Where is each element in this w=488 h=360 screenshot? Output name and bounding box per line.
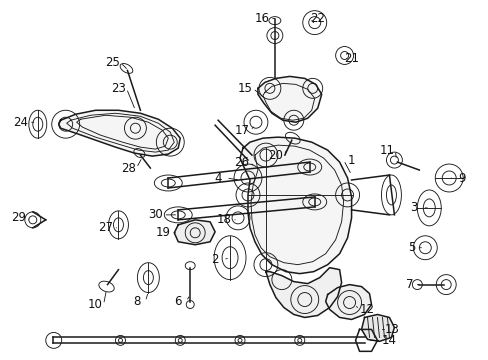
Text: 22: 22 — [309, 12, 325, 25]
Text: 14: 14 — [381, 334, 396, 347]
Text: 28: 28 — [121, 162, 136, 175]
Polygon shape — [265, 268, 341, 318]
Text: 23: 23 — [111, 82, 126, 95]
Polygon shape — [240, 137, 351, 274]
Text: 15: 15 — [237, 82, 252, 95]
Text: 12: 12 — [359, 303, 374, 316]
Polygon shape — [325, 285, 371, 319]
Polygon shape — [59, 110, 180, 156]
Text: 27: 27 — [98, 221, 113, 234]
Text: 19: 19 — [156, 226, 170, 239]
Text: 1: 1 — [347, 154, 355, 167]
Text: 10: 10 — [88, 298, 103, 311]
Text: 29: 29 — [11, 211, 26, 224]
Text: 21: 21 — [344, 52, 358, 65]
Text: 13: 13 — [384, 323, 399, 336]
Text: 11: 11 — [379, 144, 394, 157]
Text: 9: 9 — [457, 171, 465, 185]
Text: 5: 5 — [407, 241, 414, 254]
Text: 7: 7 — [405, 278, 412, 291]
Text: 26: 26 — [234, 156, 249, 168]
Text: 20: 20 — [268, 149, 283, 162]
Polygon shape — [258, 76, 321, 122]
Text: 18: 18 — [216, 213, 231, 226]
Text: 30: 30 — [148, 208, 163, 221]
Polygon shape — [174, 220, 215, 245]
Text: 8: 8 — [133, 295, 141, 308]
Text: 16: 16 — [254, 12, 269, 25]
Text: 3: 3 — [410, 201, 417, 215]
Text: 6: 6 — [174, 295, 182, 308]
Text: 4: 4 — [214, 171, 222, 185]
Text: 2: 2 — [211, 253, 219, 266]
Text: 24: 24 — [13, 116, 28, 129]
Text: 25: 25 — [105, 56, 120, 69]
Polygon shape — [361, 315, 394, 341]
Text: 17: 17 — [234, 124, 249, 137]
